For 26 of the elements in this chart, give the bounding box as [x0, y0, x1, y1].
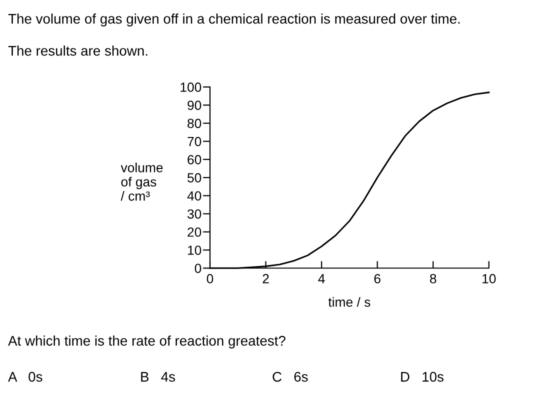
x-tick-label: 10 [482, 274, 496, 284]
x-tick-label: 8 [430, 274, 436, 284]
x-tick-label: 2 [262, 274, 269, 284]
x-tick-label: 4 [318, 274, 325, 284]
x-tick-label: 6 [374, 274, 380, 284]
text: A 0s [8, 372, 42, 382]
y-tick-label: 50 [188, 173, 202, 182]
y-tick-label: 40 [187, 191, 202, 201]
text: The results are shown. [8, 46, 148, 56]
text: At which time is the rate of reaction greatest? [8, 336, 286, 348]
text: D 10s [401, 372, 444, 382]
text: C 6s [272, 372, 308, 382]
y-tick-label: 30 [187, 209, 202, 219]
y-tick-label: 90 [188, 100, 202, 110]
y-tick-label: 70 [188, 136, 202, 146]
y-axis-title: volume of gas / cm³ [120, 162, 163, 201]
text: B 4s [141, 372, 176, 382]
y-tick-label: 0 [194, 264, 202, 274]
y-tick-label: 20 [188, 227, 202, 237]
y-tick-label: 60 [188, 155, 202, 164]
chart-title: The volume of gas given off in a chemical reaction is measured over time. [8, 14, 460, 26]
y-tick-label: 80 [188, 118, 202, 128]
x-tick-label: 0 [206, 274, 214, 284]
x-axis-title: time / s [328, 297, 370, 307]
y-tick-label: 10 [188, 246, 202, 255]
y-tick-label: 100 [180, 82, 202, 92]
